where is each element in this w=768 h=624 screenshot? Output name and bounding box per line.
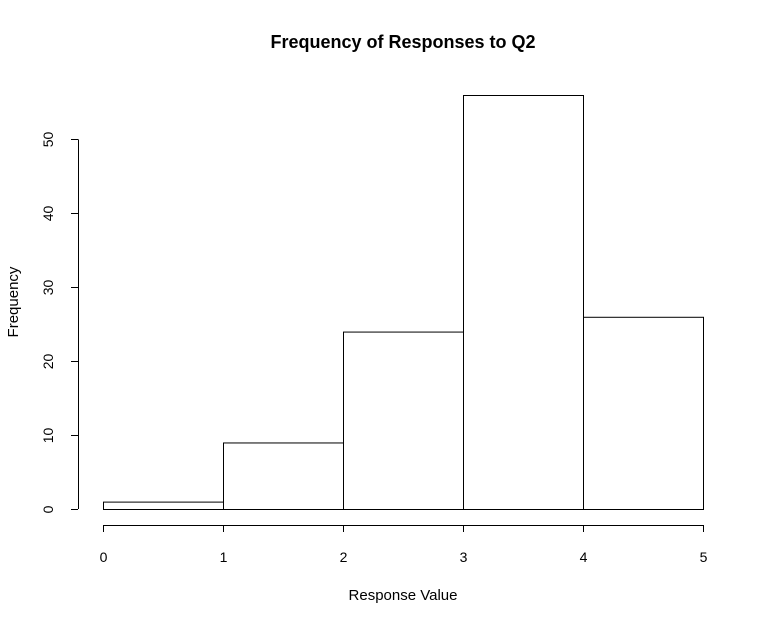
y-tick-label: 30	[40, 280, 56, 296]
bar-0-1	[103, 501, 224, 511]
x-tick-label: 4	[580, 549, 588, 565]
x-axis: 0 1 2 3 4 5	[100, 525, 708, 565]
y-axis: 0 10 20 30 40 50	[40, 132, 79, 513]
x-axis-label: Response Value	[349, 587, 458, 604]
y-tick-label: 40	[40, 206, 56, 222]
bar-4-5	[583, 316, 704, 510]
bars-group	[103, 95, 704, 511]
bar-3-4	[463, 95, 584, 510]
bar-1-2	[223, 442, 344, 511]
chart-title: Frequency of Responses to Q2	[270, 32, 535, 52]
y-tick-label: 0	[40, 505, 56, 513]
y-tick-label: 20	[40, 354, 56, 370]
x-tick-label: 5	[700, 549, 708, 565]
y-axis-label: Frequency	[5, 266, 22, 337]
x-tick-label: 0	[100, 549, 108, 565]
y-tick-label: 10	[40, 428, 56, 444]
x-tick-label: 1	[220, 549, 228, 565]
y-tick-label: 50	[40, 132, 56, 148]
bar-2-3	[343, 331, 464, 511]
x-tick-label: 3	[460, 549, 468, 565]
x-tick-label: 2	[340, 549, 348, 565]
